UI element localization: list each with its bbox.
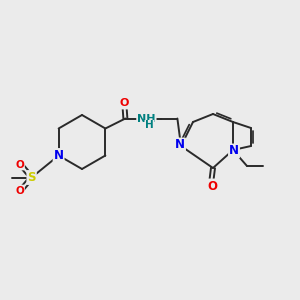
Text: N: N — [175, 139, 185, 152]
Text: O: O — [120, 98, 129, 109]
Text: O: O — [15, 185, 24, 196]
Text: H: H — [145, 121, 154, 130]
Text: O: O — [15, 160, 24, 170]
Text: O: O — [207, 179, 217, 193]
Text: N: N — [229, 145, 239, 158]
Text: S: S — [27, 171, 36, 184]
Text: NH: NH — [137, 115, 156, 124]
Text: N: N — [54, 149, 64, 162]
